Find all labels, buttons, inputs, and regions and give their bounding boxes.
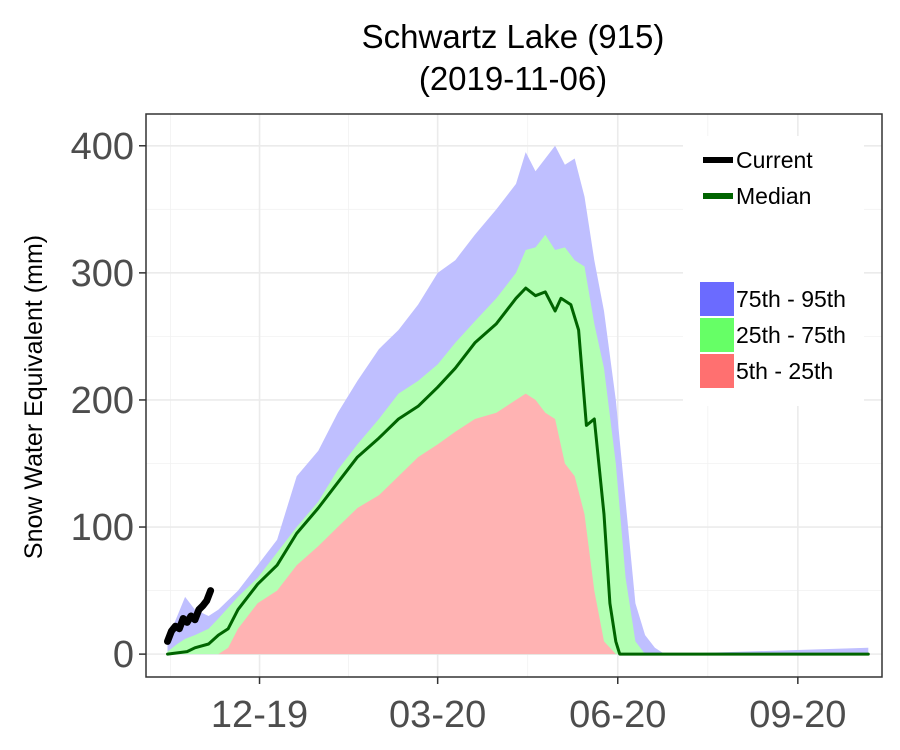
x-axis: 12-19 03-20 06-20 09-20 [211, 677, 846, 736]
legend: Current Median 75th - 95th 25th - 75th 5th -… [683, 136, 864, 406]
y-tick-label-200: 200 [71, 380, 134, 422]
legend-swatch-5th-25th [700, 354, 734, 388]
y-tick-label-400: 400 [71, 126, 134, 168]
legend-label-25th-75th: 25th - 75th [736, 322, 846, 348]
x-tick-label-09-20: 09-20 [749, 694, 846, 736]
y-axis-label: Snow Water Equivalent (mm) [20, 235, 48, 559]
y-axis: 0 100 200 300 400 [71, 126, 146, 676]
legend-label-current: Current [736, 147, 813, 173]
x-tick-label-12-19: 12-19 [211, 694, 308, 736]
y-tick-label-300: 300 [71, 253, 134, 295]
legend-label-median: Median [736, 183, 811, 209]
plot-border [145, 113, 883, 678]
bands [167, 145, 869, 655]
series-lines [164, 286, 870, 656]
series-line-current [164, 587, 215, 645]
legend-swatch-25th-75th [700, 318, 734, 352]
y-tick-label-100: 100 [71, 507, 134, 549]
legend-label-75th-95th: 75th - 95th [736, 286, 846, 312]
legend-swatch-75th-95th [700, 282, 734, 316]
series-line-median [166, 286, 870, 656]
band-5th-25th [167, 393, 869, 655]
y-tick-label-0: 0 [113, 634, 134, 676]
legend-label-5th-25th: 5th - 25th [736, 358, 833, 384]
chart-title: Schwartz Lake (915) [362, 18, 665, 55]
x-tick-label-03-20: 03-20 [389, 694, 486, 736]
x-tick-label-06-20: 06-20 [569, 694, 666, 736]
chart-subtitle: (2019-11-06) [419, 60, 607, 97]
